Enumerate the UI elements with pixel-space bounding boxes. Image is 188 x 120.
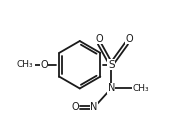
Text: N: N xyxy=(90,102,98,112)
Text: O: O xyxy=(96,34,103,44)
Text: O: O xyxy=(40,60,48,70)
Text: S: S xyxy=(108,60,114,70)
Text: CH₃: CH₃ xyxy=(16,60,33,69)
Text: O: O xyxy=(71,102,79,112)
Text: O: O xyxy=(125,34,133,44)
Text: CH₃: CH₃ xyxy=(133,84,149,93)
Text: N: N xyxy=(108,84,115,93)
